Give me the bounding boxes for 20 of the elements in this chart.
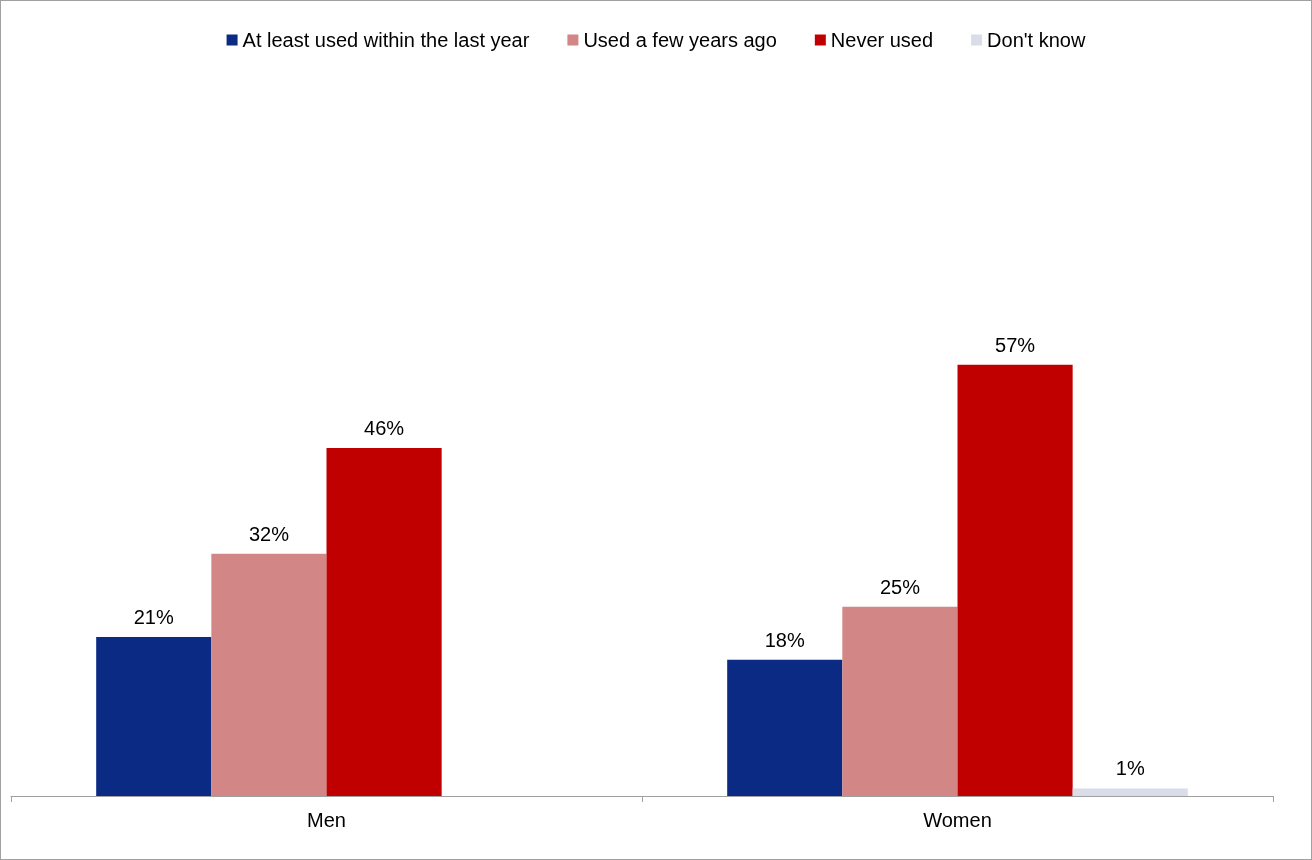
legend-label: Don't know	[987, 29, 1086, 51]
data-label: 46%	[364, 416, 405, 439]
bar	[96, 637, 212, 796]
bar	[211, 553, 327, 796]
data-label: 1%	[1115, 757, 1145, 780]
x-tick-label: Women	[923, 809, 992, 831]
x-tick-label: Men	[307, 809, 346, 831]
bar	[957, 364, 1073, 796]
legend-label: Never used	[830, 29, 934, 51]
bar	[727, 659, 843, 796]
data-label: 18%	[764, 628, 805, 651]
bar	[1072, 788, 1188, 796]
bar	[842, 606, 958, 796]
data-label: 57%	[995, 333, 1036, 356]
legend-label: At least used within the last year	[242, 29, 530, 51]
data-label: 21%	[133, 606, 174, 629]
bar	[326, 447, 442, 796]
data-label: 25%	[879, 575, 921, 598]
legend-label: Used a few years ago	[583, 29, 777, 51]
data-label: 32%	[248, 522, 290, 545]
